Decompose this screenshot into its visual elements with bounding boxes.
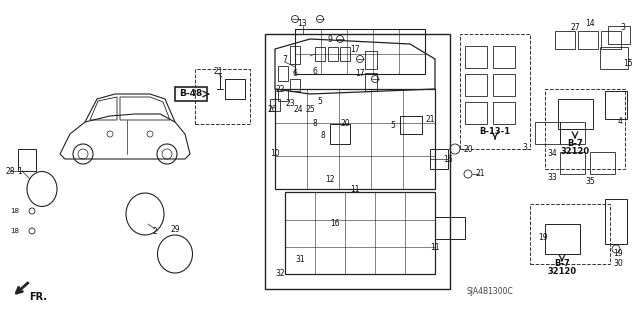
Bar (330, 124, 350, 144)
Text: 33: 33 (547, 173, 557, 182)
Text: 21: 21 (476, 169, 484, 179)
Bar (460, 34, 530, 149)
Text: 18: 18 (10, 208, 19, 214)
Bar (290, 46, 300, 64)
Bar (493, 46, 515, 68)
Text: 11: 11 (430, 242, 440, 251)
Text: 2: 2 (152, 226, 157, 235)
Text: 26: 26 (267, 105, 277, 114)
Text: 29: 29 (170, 225, 180, 234)
Bar (590, 152, 615, 174)
Bar (275, 89, 435, 189)
Text: 20: 20 (463, 145, 473, 153)
Text: B-13-1: B-13-1 (479, 127, 511, 136)
Text: 32: 32 (275, 270, 285, 278)
Bar (578, 31, 598, 49)
Text: 24: 24 (293, 105, 303, 114)
Text: 14: 14 (585, 19, 595, 28)
Text: 31: 31 (295, 255, 305, 263)
Text: 11: 11 (350, 184, 360, 194)
Text: 22: 22 (275, 85, 285, 93)
Text: 5: 5 (390, 122, 396, 130)
Text: 6: 6 (292, 70, 298, 78)
Text: 4: 4 (618, 116, 623, 125)
Bar (535, 122, 560, 144)
Bar (545, 224, 580, 254)
Bar (175, 87, 207, 101)
Bar (608, 26, 630, 44)
Text: 9: 9 (328, 34, 332, 43)
Text: 27: 27 (570, 23, 580, 32)
Bar (560, 152, 585, 174)
Text: 21: 21 (213, 66, 223, 76)
Bar (601, 31, 621, 49)
Text: 19: 19 (538, 233, 548, 241)
Bar (605, 199, 627, 244)
Bar (278, 66, 288, 81)
Bar (545, 89, 625, 169)
Bar (430, 149, 448, 169)
Bar (265, 34, 450, 289)
Text: 30: 30 (613, 259, 623, 269)
Text: 20: 20 (340, 120, 350, 129)
Text: 3: 3 (523, 143, 527, 152)
Bar (465, 102, 487, 124)
Bar (435, 217, 465, 239)
Text: 32120: 32120 (547, 268, 577, 277)
Text: 35: 35 (585, 176, 595, 186)
Text: 7: 7 (283, 55, 287, 63)
Text: B-7: B-7 (567, 139, 583, 149)
Text: 5: 5 (317, 97, 323, 106)
Bar (295, 29, 425, 74)
Text: 1: 1 (18, 167, 22, 175)
Bar (365, 73, 377, 91)
Bar (400, 116, 422, 134)
Text: 16: 16 (330, 219, 340, 228)
Bar (600, 47, 628, 69)
Text: SJA4B1300C: SJA4B1300C (467, 286, 513, 295)
Bar (278, 89, 288, 101)
Text: FR.: FR. (29, 292, 47, 302)
Text: 21: 21 (425, 115, 435, 123)
Bar (195, 69, 250, 124)
Text: 8: 8 (312, 120, 317, 129)
Bar (493, 102, 515, 124)
Bar (290, 79, 300, 91)
Bar (560, 122, 585, 144)
Bar (558, 99, 593, 129)
Bar (18, 149, 36, 171)
Text: 16: 16 (443, 154, 453, 164)
Text: 25: 25 (305, 105, 315, 114)
Text: 18: 18 (10, 228, 19, 234)
Text: 12: 12 (325, 174, 335, 183)
Text: 15: 15 (623, 60, 633, 69)
Text: 17: 17 (350, 44, 360, 54)
Bar (493, 74, 515, 96)
Bar (465, 46, 487, 68)
Text: 34: 34 (547, 150, 557, 159)
Text: 6: 6 (312, 66, 317, 76)
Text: 19: 19 (613, 249, 623, 258)
Bar (340, 47, 350, 61)
Text: B-7: B-7 (554, 259, 570, 269)
Text: B-48: B-48 (179, 90, 203, 99)
Bar (555, 31, 575, 49)
Text: 3: 3 (621, 23, 625, 32)
Text: 23: 23 (285, 100, 295, 108)
Bar (465, 74, 487, 96)
Bar (285, 192, 435, 274)
Bar (270, 99, 280, 111)
Bar (328, 47, 338, 61)
Text: 8: 8 (321, 131, 325, 140)
Bar (605, 91, 627, 119)
Bar (365, 51, 377, 69)
Bar (530, 204, 610, 264)
Text: 28: 28 (5, 167, 15, 175)
Text: 13: 13 (297, 19, 307, 27)
Bar (315, 47, 325, 61)
Text: 32120: 32120 (561, 147, 589, 157)
Text: 10: 10 (270, 150, 280, 159)
Text: 17: 17 (355, 70, 365, 78)
